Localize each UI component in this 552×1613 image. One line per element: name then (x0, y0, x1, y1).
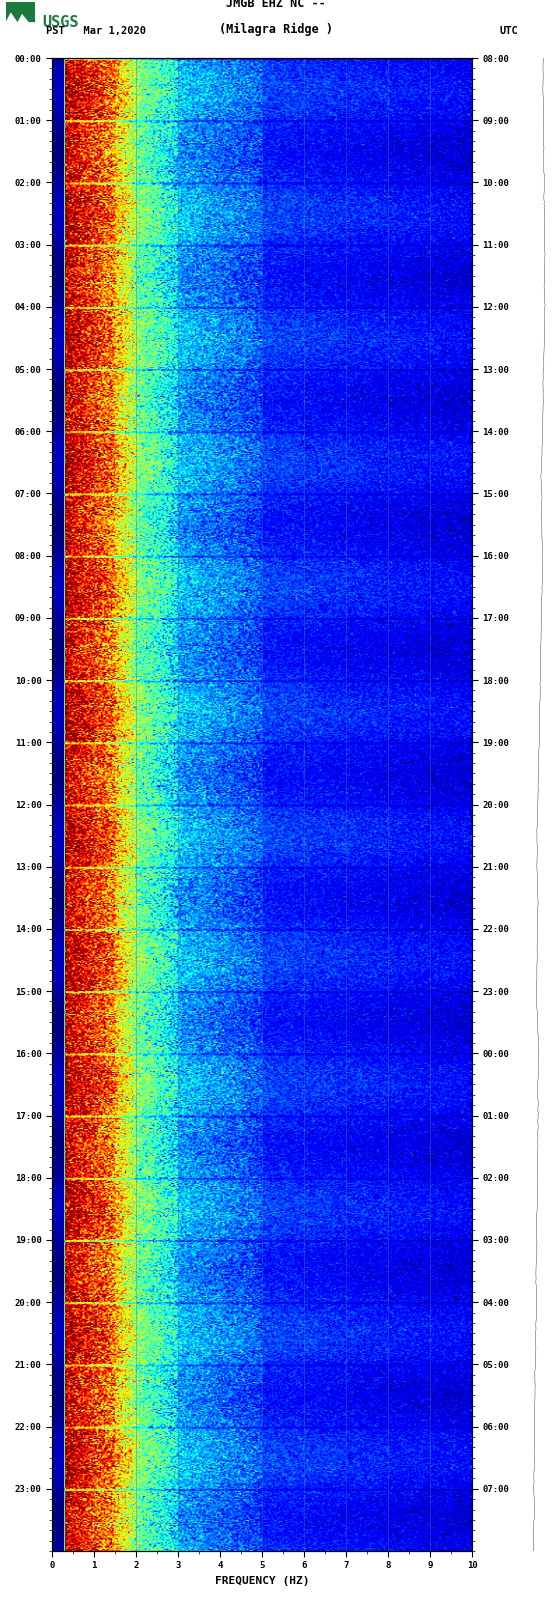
Text: PST   Mar 1,2020: PST Mar 1,2020 (46, 26, 146, 35)
Text: USGS: USGS (42, 15, 78, 29)
X-axis label: FREQUENCY (HZ): FREQUENCY (HZ) (215, 1576, 309, 1586)
Text: JMGB EHZ NC --: JMGB EHZ NC -- (226, 0, 326, 10)
Polygon shape (6, 13, 35, 45)
FancyBboxPatch shape (6, 3, 35, 45)
Text: (Milagra Ridge ): (Milagra Ridge ) (219, 23, 333, 35)
Text: UTC: UTC (500, 26, 518, 35)
